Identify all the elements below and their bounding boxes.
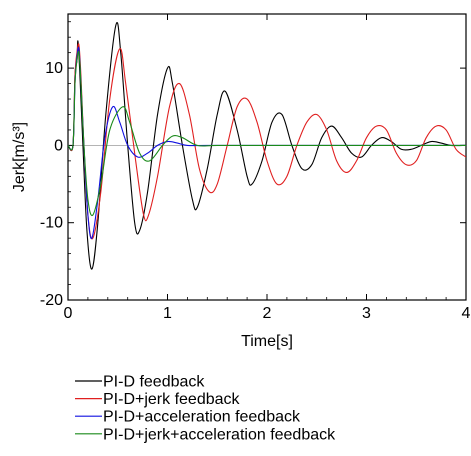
legend-label-1: PI-D feedback — [103, 374, 205, 391]
series-line-3 — [68, 46, 466, 240]
legend-label-3: PI-D+acceleration feedback — [103, 409, 301, 426]
series-line-1 — [68, 22, 466, 270]
axes — [67, 13, 467, 301]
y-tick-label: 0 — [54, 137, 63, 154]
x-tick-label: 1 — [163, 305, 172, 322]
x-axis-label: Time[s] — [241, 333, 293, 350]
y-tick-label: 10 — [45, 60, 63, 77]
x-tick-label: 0 — [64, 305, 73, 322]
legend-label-2: PI-D+jerk feedback — [103, 391, 241, 408]
series-lines — [68, 22, 466, 270]
y-axis-label: Jerk[m/s³] — [11, 122, 28, 192]
x-tick-label: 2 — [263, 305, 272, 322]
legend-label-4: PI-D+jerk+acceleration feedback — [103, 426, 336, 443]
y-tick-label: -20 — [40, 292, 63, 309]
y-tick-label: -10 — [40, 215, 63, 232]
x-tick-label: 4 — [462, 305, 471, 322]
plot-frame — [67, 13, 467, 301]
series-line-4 — [68, 50, 466, 217]
x-tick-label: 3 — [362, 305, 371, 322]
tick-labels: 0 1 2 3 4 -20 -10 0 10 — [40, 60, 471, 322]
